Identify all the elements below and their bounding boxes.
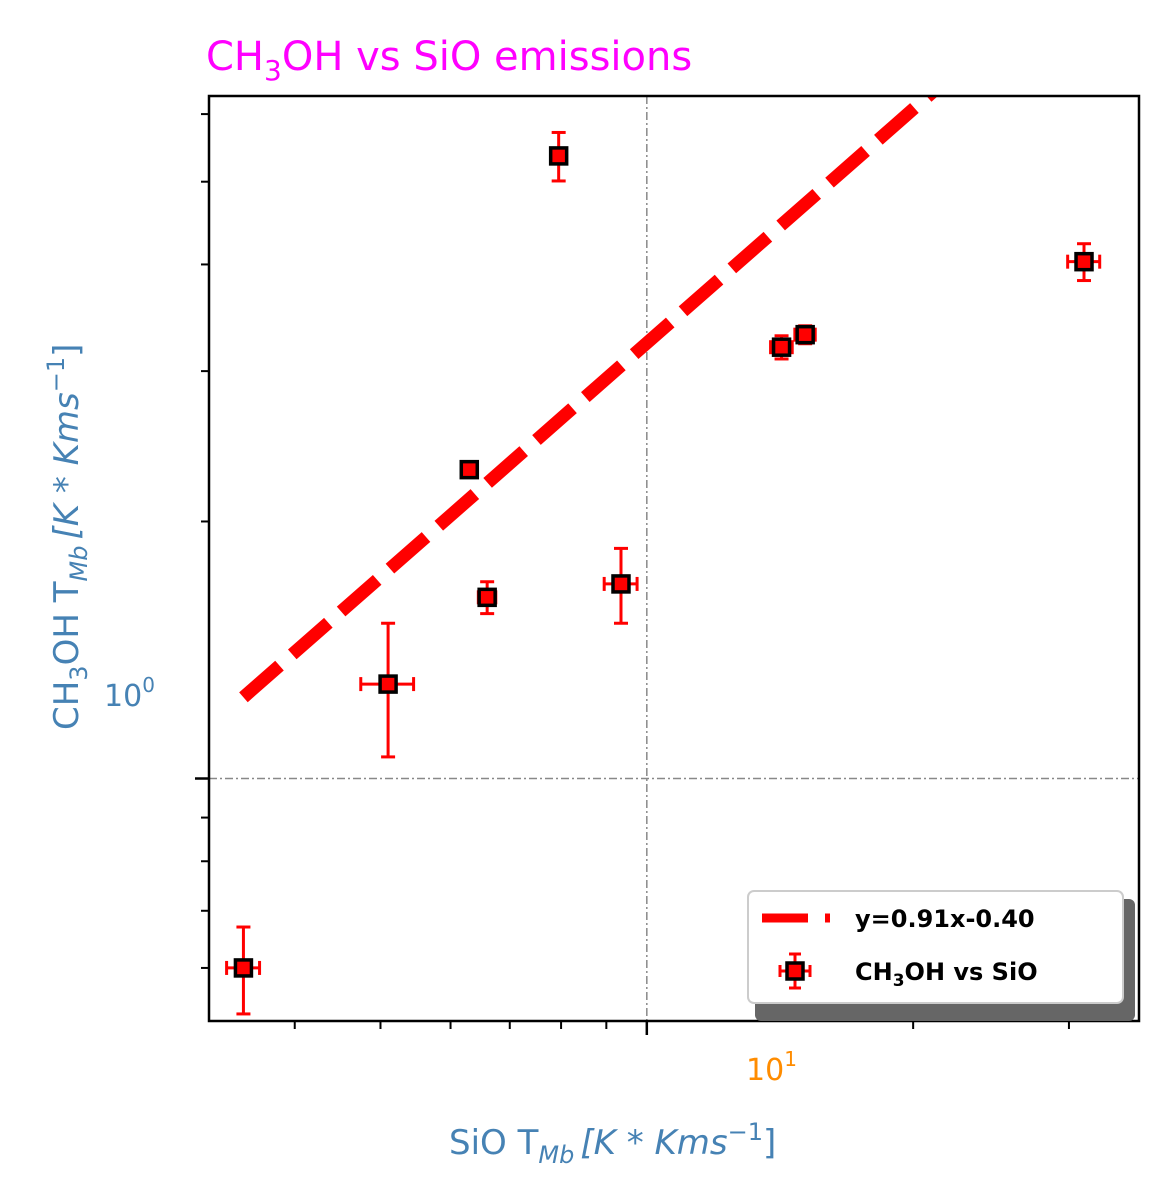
legend: y=0.91x-0.40 CH3OH vs SiO xyxy=(747,890,1135,1021)
legend-fit-label: y=0.91x-0.40 xyxy=(855,905,1035,933)
square-marker xyxy=(548,146,569,166)
square-marker xyxy=(771,337,792,357)
square-marker xyxy=(459,459,480,480)
fit-line-layer xyxy=(239,96,938,703)
plot-frame xyxy=(207,94,1141,1023)
square-marker xyxy=(1074,251,1094,272)
legend-series-label: CH3OH vs SiO xyxy=(855,958,1038,991)
data-point xyxy=(359,621,416,759)
square-marker xyxy=(795,324,815,345)
x-major-tick-label: 101 xyxy=(746,1047,797,1088)
data-point xyxy=(225,925,262,1016)
data-point xyxy=(459,459,480,480)
data-point xyxy=(548,130,569,183)
square-marker xyxy=(477,587,497,608)
grid-lines xyxy=(209,96,1139,1021)
data-point xyxy=(1066,242,1102,283)
axis-ticks xyxy=(195,113,1070,1035)
y-major-tick-label: 100 xyxy=(104,673,155,714)
x-axis-label: SiO TMb [K * Kms−1] xyxy=(449,1118,776,1169)
square-marker xyxy=(233,958,254,978)
fit-line xyxy=(239,96,938,703)
data-point xyxy=(793,324,817,346)
data-point xyxy=(602,546,639,625)
data-points-layer xyxy=(225,130,1102,1016)
data-point xyxy=(769,334,794,361)
y-axis-label: CH3OH TMb[K * Kms−1] xyxy=(42,344,93,730)
data-point xyxy=(476,580,498,616)
legend-series-swatch xyxy=(778,952,812,990)
legend-box xyxy=(747,890,1124,1004)
chart-title: CH3OH vs SiO emissions xyxy=(206,34,692,87)
square-marker xyxy=(378,674,398,694)
square-marker xyxy=(611,574,631,594)
